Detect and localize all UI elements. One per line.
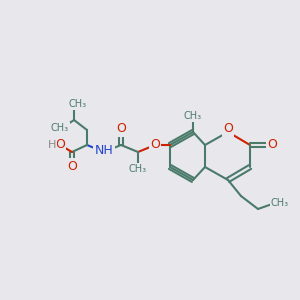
Text: CH₃: CH₃ [271,198,289,208]
Text: NH: NH [94,145,113,158]
Text: H: H [48,140,56,150]
Text: CH₃: CH₃ [51,123,69,133]
Text: O: O [223,122,233,136]
Text: CH₃: CH₃ [129,164,147,174]
Text: CH₃: CH₃ [184,111,202,121]
Text: CH₃: CH₃ [271,198,289,208]
Text: O: O [55,137,65,151]
Text: CH₃: CH₃ [51,123,69,133]
Text: H: H [48,140,56,150]
Text: O: O [67,160,77,172]
Text: O: O [55,137,65,151]
Text: O: O [150,139,160,152]
Text: O: O [267,139,277,152]
Text: CH₃: CH₃ [129,164,147,174]
Text: O: O [67,160,77,172]
Text: CH₃: CH₃ [69,99,87,109]
Text: O: O [223,122,233,136]
Text: O: O [150,139,160,152]
Text: NH: NH [94,145,113,158]
Text: O: O [267,139,277,152]
Text: CH₃: CH₃ [69,99,87,109]
Text: CH₃: CH₃ [184,111,202,121]
Text: O: O [116,122,126,136]
Text: O: O [116,122,126,136]
